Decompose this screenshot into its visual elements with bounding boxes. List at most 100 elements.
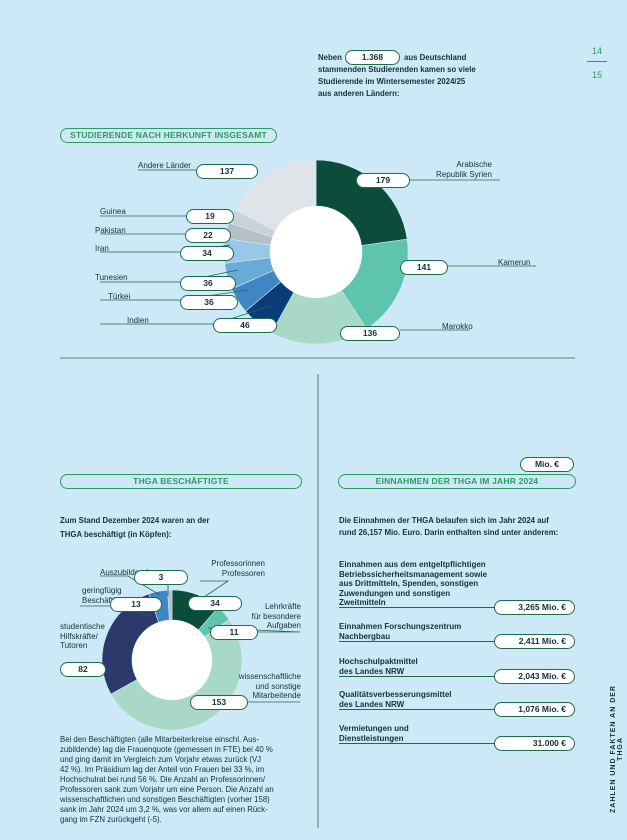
staff-paragraph-line: sank im Jahr 2024 um 3,2 %, was vor alle… bbox=[60, 805, 268, 814]
value-geringfuegig: 13 bbox=[110, 597, 162, 612]
label-geringfuegig: geringfügig Beschäftigte bbox=[82, 586, 126, 605]
label-tuerkei: Türkei bbox=[108, 292, 131, 301]
section-origin-title: STUDIERENDE NACH HERKUNFT INSGESAMT bbox=[60, 128, 277, 143]
income-item-value: 2,043 Mio. € bbox=[494, 668, 575, 684]
income-item-label-line: Einnahmen Forschungszentrum bbox=[339, 622, 462, 631]
label-lehr-line3: Aufgaben bbox=[266, 621, 301, 630]
value-andere: 137 bbox=[196, 164, 258, 179]
label-wiss-line2: und sonstige bbox=[255, 681, 301, 691]
value-lehrkraefte: 11 bbox=[210, 625, 258, 640]
staff-paragraph-line: wissenschaftlichen und sonstigen Beschäf… bbox=[60, 795, 270, 804]
label-guinea: Guinea bbox=[100, 207, 126, 216]
label-pakistan: Pakistan bbox=[95, 226, 126, 235]
label-wiss-line3: Mitarbeitende bbox=[252, 691, 301, 700]
income-item-label-line: Betriebssicherheitsmanagement sowie bbox=[339, 569, 488, 579]
income-item-value: 1,076 Mio. € bbox=[494, 701, 575, 717]
value-marokko: 136 bbox=[340, 326, 400, 341]
staff-paragraph-line: gang im FZN zurückgeht (-5). bbox=[60, 815, 162, 824]
value-azubi: 3 bbox=[134, 570, 188, 585]
income-item-label-line: des Landes NRW bbox=[339, 699, 405, 709]
label-syria: Arabische Republik Syrien bbox=[400, 160, 492, 179]
unit-badge: Mio. € bbox=[520, 457, 574, 472]
value-professoren: 34 bbox=[188, 596, 242, 611]
staff-paragraph: Bei den Beschäftigten (alle Mitarbeiterk… bbox=[60, 735, 310, 825]
value-wissenschaftliche: 153 bbox=[190, 695, 248, 710]
label-syria-line1: Arabische bbox=[456, 160, 492, 169]
income-item-underline bbox=[339, 675, 495, 677]
label-marokko: Marokko bbox=[442, 322, 473, 331]
staff-paragraph-line: zubildende) lag die Frauenquote (gemesse… bbox=[60, 745, 273, 754]
staff-intro-line1: Zum Stand Dezember 2024 waren an der bbox=[60, 516, 210, 525]
label-professoren: Professorinnen Professoren bbox=[190, 559, 265, 578]
intro-prefix: Neben bbox=[318, 53, 342, 62]
label-prof-line2: Professoren bbox=[221, 568, 265, 578]
value-syria: 179 bbox=[356, 173, 410, 188]
staff-paragraph-line: 42 %). Im Präsidium lag der Anteil von F… bbox=[60, 765, 265, 774]
staff-paragraph-line: Bei den Beschäftigten (alle Mitarbeiterk… bbox=[60, 735, 259, 744]
origin-center bbox=[270, 206, 362, 298]
staff-paragraph-line: Hochschulrat bei rund 56 %. Die Anzahl a… bbox=[60, 775, 266, 784]
income-item-value: 2,411 Mio. € bbox=[494, 633, 575, 649]
label-syria-line2: Republik Syrien bbox=[435, 169, 492, 179]
label-lehr-line2: für besondere bbox=[251, 611, 301, 621]
value-kamerun: 141 bbox=[400, 260, 448, 275]
label-ger-line2: Beschäftigte bbox=[82, 595, 127, 605]
intro-suffix: aus Deutschland bbox=[404, 53, 467, 62]
income-item-label-line: Einnahmen aus dem entgeltpflichtigen bbox=[339, 560, 486, 569]
label-lehrkraefte: Lehrkräfte für besondere Aufgaben bbox=[235, 602, 301, 631]
label-prof-line1: Professorinnen bbox=[211, 559, 265, 568]
income-item-label: Vermietungen und Dienstleistungen bbox=[339, 724, 409, 743]
income-item-label-line: aus Drittmitteln, Spenden, sonstigen bbox=[339, 579, 479, 588]
page-number-top: 14 bbox=[592, 46, 603, 56]
intro-line2: stammenden Studierenden kamen so viele bbox=[318, 65, 476, 74]
income-item-label-line: Zweitmitteln bbox=[339, 598, 386, 607]
staff-center bbox=[132, 620, 212, 700]
income-item-label-line: Qualitätsverbesserungsmittel bbox=[339, 690, 452, 699]
intro-line3: Studierende im Wintersemester 2024/25 bbox=[318, 77, 466, 86]
income-item-underline bbox=[339, 708, 495, 710]
label-kamerun: Kamerun bbox=[498, 258, 531, 267]
section-income-title: EINNAHMEN DER THGA IM JAHR 2024 bbox=[338, 474, 576, 489]
income-item-underline bbox=[339, 640, 495, 642]
label-iran: Iran bbox=[95, 244, 109, 253]
income-item-label-line: Zuwendungen und sonstigen bbox=[339, 588, 451, 598]
label-ger-line1: geringfügig bbox=[82, 586, 122, 595]
income-item-label-line: Dienstleistungen bbox=[339, 733, 404, 743]
value-studentische: 82 bbox=[60, 662, 106, 677]
label-stud-line2: Hilfskräfte/ bbox=[60, 631, 98, 641]
income-item-label-line: Vermietungen und bbox=[339, 724, 409, 733]
label-lehr-line1: Lehrkräfte bbox=[264, 602, 301, 611]
value-pakistan: 22 bbox=[185, 228, 231, 243]
label-stud-line3: Tutoren bbox=[60, 641, 88, 650]
staff-paragraph-line: Professoren sank zum Vorjahr um eine Per… bbox=[60, 785, 274, 794]
label-stud-line1: studentische bbox=[60, 622, 105, 631]
intro-line4: aus anderen Ländern: bbox=[318, 89, 400, 98]
income-item-underline bbox=[339, 742, 495, 744]
income-intro-line1: Die Einnahmen der THGA belaufen sich im … bbox=[339, 516, 549, 525]
income-item-label: Einnahmen Forschungszentrum Nachbergbau bbox=[339, 622, 461, 641]
income-item-label-line: des Landes NRW bbox=[339, 666, 405, 676]
label-andere: Andere Länder bbox=[138, 161, 191, 170]
label-studentische: studentische Hilfskräfte/ Tutoren bbox=[60, 622, 105, 651]
label-tunesien: Tunesien bbox=[95, 273, 128, 282]
value-tunesien: 36 bbox=[180, 276, 236, 291]
label-wissenschaftliche: wissenschaftliche und sonstige Mitarbeit… bbox=[215, 672, 301, 701]
staff-paragraph-line: und ging damit im Vergleich zum Vorjahr … bbox=[60, 755, 262, 764]
value-iran: 34 bbox=[180, 246, 234, 261]
income-item-underline bbox=[339, 607, 495, 608]
origin-donut-chart bbox=[223, 159, 409, 345]
label-wiss-line1: wissenschaftliche bbox=[238, 672, 301, 681]
income-intro-line2: rund 26,157 Mio. Euro. Darin enthalten s… bbox=[339, 528, 559, 537]
income-item-value: 3,265 Mio. € bbox=[494, 600, 575, 615]
income-item-label-line: Nachbergbau bbox=[339, 631, 391, 641]
income-item-label-line: Hochschulpaktmittel bbox=[339, 657, 418, 666]
page-number-bottom: 15 bbox=[592, 70, 603, 80]
value-tuerkei: 36 bbox=[180, 295, 238, 310]
income-item-label: Einnahmen aus dem entgeltpflichtigen Betr… bbox=[339, 560, 487, 608]
section-staff-title: THGA BESCHÄFTIGTE bbox=[60, 474, 302, 489]
staff-intro-line2: THGA beschäftigt (in Köpfen): bbox=[60, 530, 172, 539]
intro-value-pill: 1.368 bbox=[345, 50, 400, 65]
value-indien: 46 bbox=[213, 318, 277, 333]
label-azubi: Auszubildende bbox=[100, 568, 153, 577]
page-number-divider bbox=[587, 61, 607, 62]
